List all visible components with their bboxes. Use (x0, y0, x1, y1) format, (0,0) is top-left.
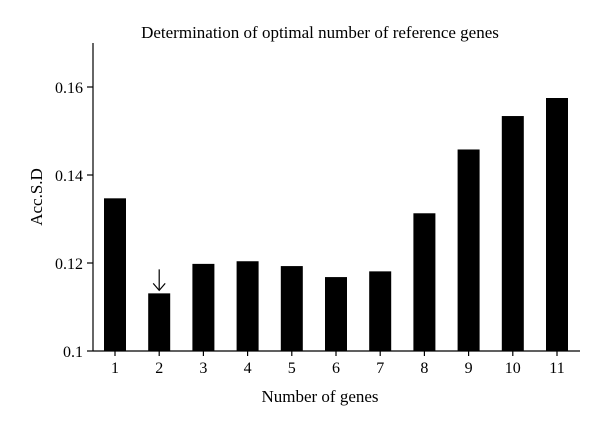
bar (413, 213, 436, 351)
x-tick-label: 2 (155, 360, 163, 377)
x-tick-label: 5 (288, 360, 296, 377)
bar (192, 263, 215, 351)
x-tick-label: 4 (244, 360, 252, 377)
y-tick-label: 0.14 (55, 168, 83, 185)
arrow-down-icon (152, 269, 166, 292)
bar (369, 271, 392, 351)
bar (457, 149, 480, 351)
x-axis: 1 2 3 4 5 6 7 8 9 10 11 (93, 350, 580, 377)
x-tick-label: 9 (465, 360, 473, 377)
bar (148, 293, 171, 351)
bar (236, 261, 259, 351)
y-tick-label: 0.16 (55, 80, 83, 97)
x-tick-label: 7 (376, 360, 384, 377)
bar (501, 116, 524, 351)
bar (104, 198, 126, 351)
y-axis-label: Acc.S.D (27, 168, 46, 226)
x-tick-label: 6 (332, 360, 340, 377)
bar (546, 98, 568, 351)
bars (104, 98, 568, 351)
bar (280, 266, 303, 351)
x-tick-label: 10 (505, 360, 521, 377)
x-tick-label: 11 (549, 360, 564, 377)
annotations (152, 269, 166, 292)
y-tick-label: 0.12 (55, 256, 83, 273)
x-axis-label: Number of genes (261, 387, 378, 406)
y-axis: 0.1 0.12 0.14 0.16 (55, 43, 94, 361)
x-tick-label: 3 (199, 360, 207, 377)
bar (325, 277, 347, 351)
y-tick-label: 0.1 (63, 344, 83, 361)
x-tick-label: 1 (111, 360, 119, 377)
chart-title: Determination of optimal number of refer… (141, 23, 499, 42)
x-tick-label: 8 (420, 360, 428, 377)
